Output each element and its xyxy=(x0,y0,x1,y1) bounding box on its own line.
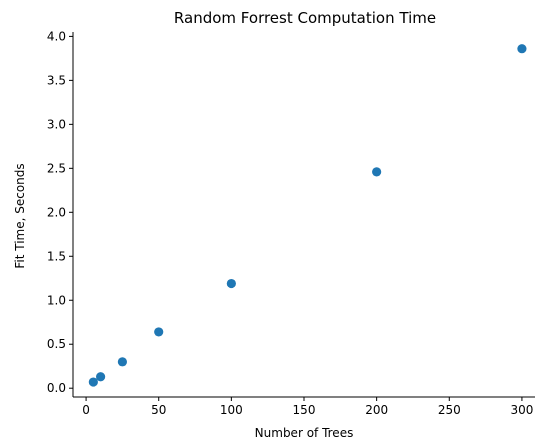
x-tick-label: 0 xyxy=(82,403,90,417)
y-tick-label: 2.0 xyxy=(47,205,66,219)
data-point xyxy=(372,167,382,177)
x-axis-label: Number of Trees xyxy=(255,426,354,439)
y-tick-label: 2.5 xyxy=(47,161,66,175)
x-tick-label: 300 xyxy=(510,403,533,417)
y-tick-label: 0.0 xyxy=(47,381,66,395)
y-axis-label: Fit Time, Seconds xyxy=(13,163,27,268)
data-point xyxy=(96,372,106,382)
y-tick-label: 1.5 xyxy=(47,249,66,263)
data-point xyxy=(88,377,98,387)
x-tick-label: 200 xyxy=(365,403,388,417)
data-point xyxy=(517,44,527,54)
data-point xyxy=(226,278,236,289)
x-tick-label: 250 xyxy=(438,403,461,417)
x-tick-label: 100 xyxy=(220,403,243,417)
y-tick-label: 1.0 xyxy=(47,293,66,307)
x-tick-label: 50 xyxy=(151,403,166,417)
y-tick-label: 0.5 xyxy=(47,337,66,351)
y-tick-label: 4.0 xyxy=(47,29,66,43)
chart-title: Random Forrest Computation Time xyxy=(174,9,436,27)
y-tick-label: 3.5 xyxy=(47,73,66,87)
plot-area: 0 50 100 150 200 250 300 0.0 0.5 1.0 1.5 2.0 2.5 3.0 3… xyxy=(47,29,535,417)
data-point xyxy=(154,327,164,337)
data-point xyxy=(117,357,127,367)
x-tick-label: 150 xyxy=(293,403,316,417)
y-tick-label: 3.0 xyxy=(47,117,66,131)
